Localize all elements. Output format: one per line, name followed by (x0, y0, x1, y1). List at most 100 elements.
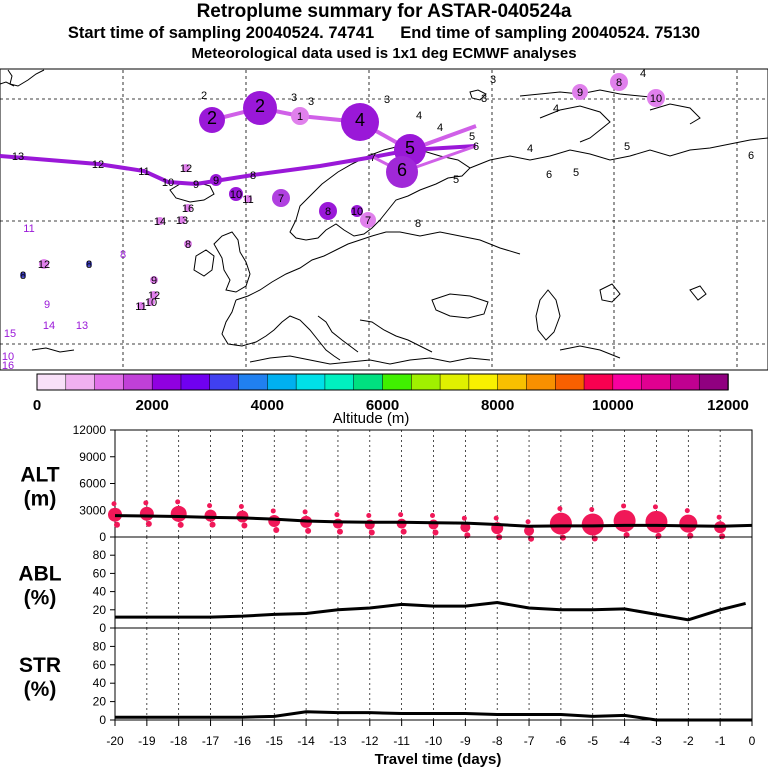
plume-cluster-circle (610, 73, 628, 91)
plume-cluster-label: 10 (230, 189, 242, 201)
plume-cluster-label: 6 (473, 141, 479, 153)
y-tick-label: 0 (99, 621, 106, 635)
alt-cluster-marker (432, 529, 439, 536)
plume-cluster-circle (86, 261, 92, 267)
plume-cluster-label: 7 (370, 152, 376, 164)
y-tick-label: 0 (99, 530, 106, 544)
alt-cluster-marker (549, 512, 572, 535)
x-tick-label: -7 (524, 734, 535, 748)
y-tick-label: 0 (99, 713, 106, 727)
alt-cluster-marker (461, 515, 467, 521)
x-tick-label: -5 (587, 734, 598, 748)
plume-cluster-circle (137, 302, 145, 310)
plume-cluster-label: 12 (92, 159, 104, 171)
alt-cluster-marker (679, 514, 698, 533)
plume-cluster-label: 8 (86, 259, 92, 271)
plume-cluster-label: 3 (308, 96, 314, 108)
plume-cluster-label: 5 (573, 167, 579, 179)
alt-cluster-marker (684, 508, 690, 514)
coastline-novaya (519, 89, 661, 99)
plume-cluster-label: 5 (624, 141, 630, 153)
colorbar-cell (583, 373, 614, 391)
coastline-italy (317, 315, 359, 353)
alt-cluster-marker (336, 528, 343, 535)
x-tick-label: -16 (234, 734, 252, 748)
figure-title: Retroplume summary for ASTAR-040524a (196, 1, 572, 22)
plume-cluster-label: 5 (453, 174, 459, 186)
plume-cluster-circle (182, 164, 190, 172)
plume-cluster-circle (199, 107, 225, 133)
plume-cluster-label: 2 (207, 108, 217, 128)
alt-cluster-marker (238, 503, 244, 509)
alt-cluster-marker (108, 507, 122, 522)
plume-cluster-circle (647, 89, 665, 107)
alt-cluster-marker (204, 509, 217, 522)
alt-cluster-marker (613, 509, 636, 532)
plume-cluster-circle (243, 91, 277, 125)
series-line-alt (114, 514, 753, 528)
plume-cluster-label: 16 (2, 360, 14, 372)
alt-cluster-marker (398, 512, 404, 518)
alt-cluster-marker (111, 501, 117, 507)
y-tick-label: 12000 (73, 423, 107, 437)
coastline-ireland (193, 249, 215, 277)
plume-cluster-circle (229, 187, 243, 201)
trajectory-panels: 030006000900012000ALT(m)020406080ABL(%)0… (18, 423, 753, 727)
plume-cluster-label: 7 (278, 193, 284, 205)
plume-cluster-label: 10 (162, 177, 174, 189)
colorbar-cell (353, 373, 384, 391)
colorbar-cell (439, 373, 470, 391)
plume-cluster-label: 4 (355, 110, 365, 130)
alt-cluster-marker (177, 521, 184, 528)
x-tick-label: -18 (170, 734, 188, 748)
x-tick-label: -17 (202, 734, 220, 748)
plume-cluster-label: 9 (577, 87, 583, 99)
plume-cluster-circle (341, 103, 379, 141)
plume-cluster-label: 6 (546, 169, 552, 181)
met-data-label: Meteorological data used is 1x1 deg ECMW… (191, 45, 577, 62)
colorbar-tick-label: 0 (33, 397, 41, 414)
plume-cluster-label: 14 (154, 216, 166, 228)
plume-cluster-label: 4 (527, 143, 533, 155)
colorbar-cell (267, 373, 297, 391)
colorbar-cell (670, 373, 700, 391)
x-tick-label: 0 (749, 734, 756, 748)
plume-cluster-label: 4 (553, 103, 559, 115)
plume-cluster-circle (184, 204, 192, 212)
alt-cluster-marker (209, 521, 216, 528)
sampling-times: Start time of sampling 20040524. 74741 En… (0, 24, 768, 43)
plume-cluster-label: 9 (193, 179, 199, 191)
plume-cluster-circle (319, 202, 337, 220)
abl-panel: 0 20 40 60 80 ABL(%) (18, 536, 753, 635)
coastline-balkans (359, 319, 433, 353)
alt-cluster-marker (557, 506, 563, 512)
coastline-north-africa (249, 355, 491, 365)
alt-cluster-marker (366, 513, 372, 519)
plume-cluster-circle (291, 107, 309, 125)
x-tick-label: -8 (492, 734, 503, 748)
colorbar-tick-label: 2000 (135, 397, 168, 414)
plume-cluster-label: 3 (291, 92, 297, 104)
panel-unit: (%) (24, 587, 57, 610)
colorbar-cell (555, 373, 585, 391)
colorbar-tick-label: 6000 (366, 397, 399, 414)
plume-cluster-label: 8 (415, 218, 421, 230)
x-tick-label: -14 (297, 734, 315, 748)
map-frame (0, 68, 768, 371)
series-line-abl (115, 601, 746, 622)
colorbar-tick-label: 4000 (251, 397, 284, 414)
x-tick-label: -3 (651, 734, 662, 748)
alt-cluster-marker (719, 533, 726, 540)
plume-cluster-label: 6 (748, 150, 754, 162)
alt-cluster-marker (400, 528, 407, 535)
coastline-balkhash (689, 285, 707, 301)
panel-label: ALT (20, 464, 59, 487)
alt-cluster-marker (621, 503, 627, 509)
plume-cluster-label: 9 (151, 275, 157, 287)
plume-cluster-circle (156, 217, 164, 225)
y-tick-label: 9000 (79, 450, 106, 464)
alt-cluster-marker (430, 513, 435, 519)
panel-label: ABL (18, 563, 61, 586)
alt-cluster-marker (241, 522, 248, 529)
alt-cluster-marker (652, 504, 658, 510)
